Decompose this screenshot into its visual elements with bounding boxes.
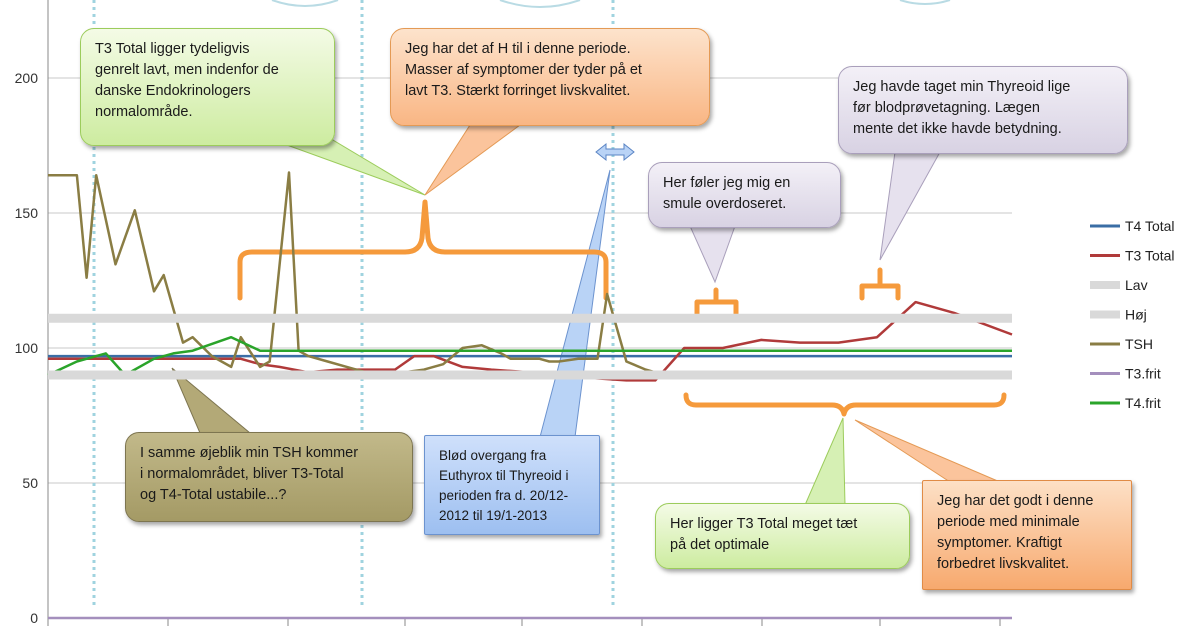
callout-pointer-blue: [539, 169, 611, 438]
legend-label: T4.frit: [1125, 395, 1161, 411]
annotation-feeling-good: Jeg har det godt i denne periode med min…: [922, 480, 1132, 590]
annotation-t3-optimal: Her ligger T3 Total meget tæt på det opt…: [655, 503, 910, 569]
legend-label: Lav: [1125, 277, 1148, 293]
series-line-tsh: [48, 171, 1012, 379]
bracket-small: [694, 287, 739, 319]
series-lines: [47, 171, 1013, 620]
cloud-fragment: [899, 0, 951, 5]
y-tick-label: 150: [15, 205, 39, 221]
legend-label: TSH: [1125, 336, 1153, 352]
y-tick-label: 200: [15, 70, 39, 86]
annotation-green-top: T3 Total ligger tydeligvis genrelt lavt,…: [80, 28, 335, 146]
callout-pointer-lavender: [879, 151, 941, 261]
series-line-t4-frit: [47, 335, 1012, 377]
double-arrow: [595, 142, 635, 162]
callout-pointer-lavender: [689, 225, 736, 284]
decorations: [92, 0, 1007, 605]
series-line-t3-total: [48, 300, 1013, 382]
y-tick-label: 100: [15, 340, 39, 356]
legend-label: T4 Total: [1125, 218, 1175, 234]
annotation-overdose: Her føler jeg mig en smule overdoseret.: [648, 162, 841, 228]
y-tick-label: 0: [30, 610, 38, 626]
callout-pointer-green: [804, 417, 846, 506]
legend-label: T3 Total: [1125, 248, 1175, 264]
annotation-tsh-normal: I samme øjeblik min TSH kommer i normalo…: [125, 432, 413, 522]
callout-pointer-orange: [424, 124, 522, 196]
cloud-fragment: [271, 0, 339, 7]
callout-pointer-orange: [854, 419, 1001, 483]
bracket-small: [859, 267, 901, 301]
y-tick-label: 50: [22, 475, 38, 491]
legend-label: Høj: [1125, 307, 1147, 323]
annotation-orange-top: Jeg har det af H til i denne periode. Ma…: [390, 28, 710, 126]
annotation-transition: Blød overgang fra Euthyrox til Thyreoid …: [424, 435, 600, 535]
annotation-thyreoid: Jeg havde taget min Thyreoid lige før bl…: [838, 66, 1128, 154]
cloud-fragment: [499, 0, 581, 8]
y-tick-labels: 0 50 100 150 200: [15, 70, 39, 626]
brace-top: [237, 199, 609, 301]
legend: T4 Total T3 Total Lav Høj TSH T3.frit T4.frit: [1090, 218, 1175, 411]
legend-label: T3.frit: [1125, 366, 1161, 382]
brace-bottom: [683, 392, 1007, 417]
